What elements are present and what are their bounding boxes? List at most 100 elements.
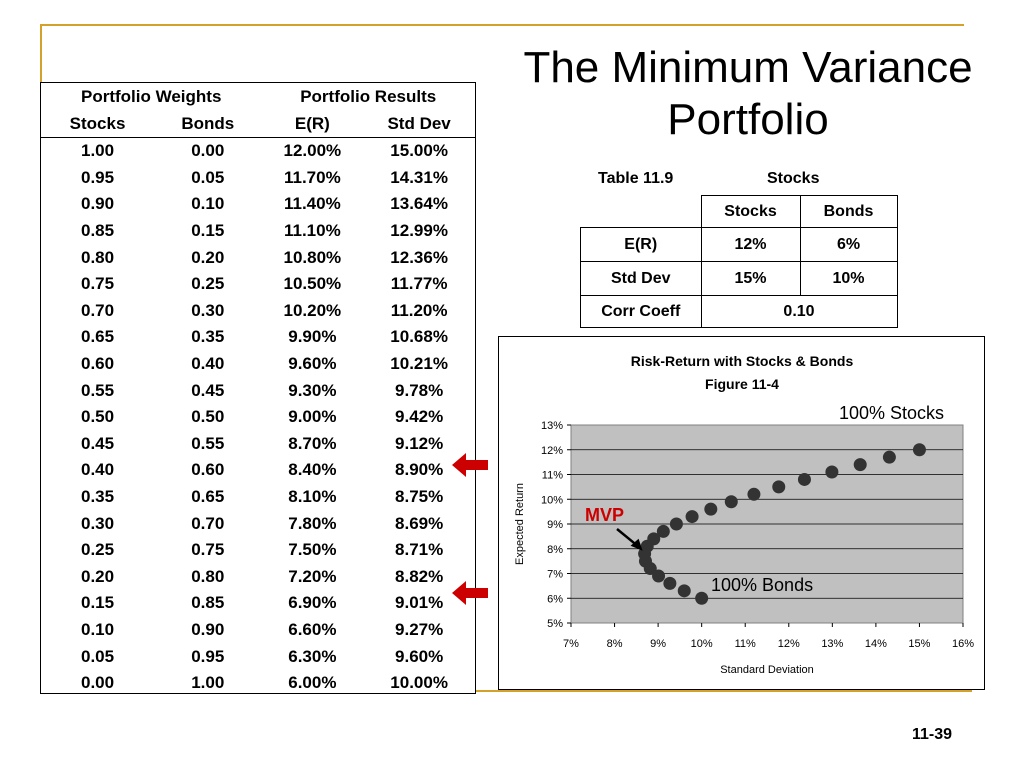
cell-expected-return: 6.00% <box>288 673 337 693</box>
cell-std-dev: 11.20% <box>390 300 448 320</box>
x-tick-label: 14% <box>865 638 887 650</box>
chart-title: Risk-Return with Stocks & Bonds <box>631 353 854 369</box>
cell-stocks-weight: 1.00 <box>81 141 115 161</box>
cell-bonds-weight: 0.55 <box>191 433 225 453</box>
t119-header-stocks: Stocks <box>700 195 801 228</box>
cell-expected-return: 8.10% <box>288 487 337 507</box>
cell-expected-return: 6.90% <box>288 593 337 613</box>
y-axis-label: Expected Return <box>514 483 526 565</box>
slide-title: The Minimum Variance Portfolio <box>488 42 1008 146</box>
x-tick-label: 8% <box>607 638 623 650</box>
annotation-100-stocks: 100% Stocks <box>839 403 944 423</box>
cell-stocks-weight: 0.60 <box>81 354 115 374</box>
cell-expected-return: 7.80% <box>288 513 337 533</box>
chart-subtitle: Figure 11-4 <box>705 376 779 392</box>
y-tick-label: 12% <box>541 445 563 457</box>
cell-bonds-weight: 0.95 <box>191 646 225 666</box>
slide-title-line1: The Minimum Variance <box>523 43 973 92</box>
table-row: 0.90 0.10 11.40% 13.64% <box>41 191 475 218</box>
data-point <box>643 562 657 576</box>
cell-std-dev: 10.68% <box>390 327 448 347</box>
table-row: 0.50 0.50 9.00% 9.42% <box>41 404 475 431</box>
cell-stocks-weight: 0.75 <box>81 274 115 294</box>
cell-std-dev: 8.90% <box>395 460 444 480</box>
table-row: 0.70 0.30 10.20% 11.20% <box>41 298 475 325</box>
t119-label-er: E(R) <box>580 227 702 262</box>
col-header-stddev: Std Dev <box>363 110 475 138</box>
cell-expected-return: 6.60% <box>288 619 337 639</box>
cell-stocks-weight: 0.40 <box>81 460 115 480</box>
data-point <box>797 472 811 486</box>
table-row: 0.55 0.45 9.30% 9.78% <box>41 377 475 404</box>
t119-er-stocks: 12% <box>700 227 801 262</box>
cell-bonds-weight: 0.15 <box>191 221 225 241</box>
cell-std-dev: 8.69% <box>395 513 444 533</box>
cell-expected-return: 7.50% <box>288 540 337 560</box>
table-11-9: Stocks Bonds E(R) 12% 6% Std Dev 15% 10%… <box>580 195 898 328</box>
t119-stddev-stocks: 15% <box>700 261 801 296</box>
table-row: 0.00 1.00 6.00% 10.00% <box>41 670 475 697</box>
page-number: 11-39 <box>912 726 953 743</box>
cell-bonds-weight: 0.05 <box>191 167 225 187</box>
cell-bonds-weight: 1.00 <box>191 673 225 693</box>
cell-bonds-weight: 0.00 <box>191 141 225 161</box>
y-tick-label: 13% <box>541 420 563 432</box>
data-point <box>882 450 896 464</box>
y-tick-label: 10% <box>541 494 563 506</box>
cell-std-dev: 10.21% <box>390 354 448 374</box>
table-11-9-caption: Table 11.9 <box>598 170 674 187</box>
cell-stocks-weight: 0.35 <box>81 487 115 507</box>
cell-stocks-weight: 0.20 <box>81 566 115 586</box>
cell-bonds-weight: 0.70 <box>191 513 225 533</box>
cell-std-dev: 9.78% <box>395 380 444 400</box>
portfolio-weights-body: 1.00 0.00 12.00% 15.00% 0.95 0.05 11.70% 14.31%… <box>41 138 475 697</box>
cell-std-dev: 8.71% <box>395 540 444 560</box>
cell-bonds-weight: 0.35 <box>191 327 225 347</box>
data-point <box>724 495 738 509</box>
frame-line-top <box>40 24 964 26</box>
risk-return-chart-panel: Risk-Return with Stocks & Bonds Figure 11… <box>498 336 985 690</box>
cell-std-dev: 14.31% <box>390 167 448 187</box>
data-point <box>677 584 691 598</box>
cell-expected-return: 11.10% <box>283 221 341 241</box>
data-point <box>656 524 670 538</box>
cell-stocks-weight: 0.05 <box>81 646 115 666</box>
red-arrow-left-icon <box>452 581 488 605</box>
t119-row-er: E(R) 12% 6% <box>580 227 898 262</box>
x-axis-label: Standard Deviation <box>720 664 814 676</box>
red-arrow-left-icon <box>452 453 488 477</box>
x-tick-label: 7% <box>563 638 579 650</box>
x-tick-label: 12% <box>778 638 800 650</box>
cell-stocks-weight: 0.10 <box>81 619 115 639</box>
cell-bonds-weight: 0.10 <box>191 194 225 214</box>
risk-return-chart: Risk-Return with Stocks & Bonds Figure 11… <box>514 353 974 676</box>
y-tick-label: 5% <box>547 618 563 630</box>
table-row: 0.10 0.90 6.60% 9.27% <box>41 617 475 644</box>
cell-expected-return: 10.50% <box>283 274 342 294</box>
cell-stocks-weight: 0.30 <box>81 513 115 533</box>
slide-title-line2: Portfolio <box>667 95 829 144</box>
cell-bonds-weight: 0.85 <box>191 593 225 613</box>
table-row: 1.00 0.00 12.00% 15.00% <box>41 138 475 165</box>
table-row: 0.25 0.75 7.50% 8.71% <box>41 537 475 564</box>
col-header-er: E(R) <box>261 110 364 138</box>
data-point <box>669 517 683 531</box>
table-row: 0.35 0.65 8.10% 8.75% <box>41 484 475 511</box>
col-header-stocks: Stocks <box>41 110 155 138</box>
y-tick-label: 8% <box>547 544 563 556</box>
cell-std-dev: 9.27% <box>395 619 444 639</box>
table-row: 0.30 0.70 7.80% 8.69% <box>41 510 475 537</box>
cell-stocks-weight: 0.55 <box>81 380 115 400</box>
data-point <box>704 502 718 516</box>
y-tick-label: 9% <box>547 519 563 531</box>
table-row: 0.80 0.20 10.80% 12.36% <box>41 244 475 271</box>
cell-expected-return: 8.70% <box>288 433 337 453</box>
t119-stddev-bonds: 10% <box>799 261 898 296</box>
data-point <box>747 487 761 501</box>
data-point <box>685 510 699 524</box>
table-row: 0.85 0.15 11.10% 12.99% <box>41 218 475 245</box>
cell-bonds-weight: 0.65 <box>191 487 225 507</box>
cell-std-dev: 15.00% <box>390 141 448 161</box>
col-header-bonds: Bonds <box>154 110 262 138</box>
data-point <box>853 458 867 472</box>
